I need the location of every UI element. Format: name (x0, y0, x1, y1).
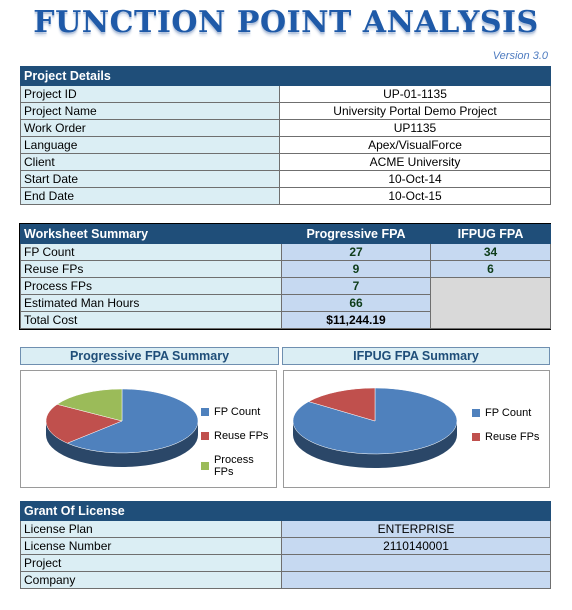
row-label: Start Date (20, 170, 280, 188)
license-project-cell[interactable] (280, 554, 552, 572)
table-row: Work Order UP1135 (20, 119, 551, 137)
row-label: Estimated Man Hours (20, 294, 282, 312)
project-id-cell[interactable]: UP-01-1135 (279, 85, 551, 103)
page-title: FUNCTION POINT ANALYSIS (33, 5, 539, 40)
license-company-cell[interactable] (280, 571, 552, 589)
process-fps-progressive: 7 (281, 277, 431, 295)
legend-label: FP Count (485, 407, 532, 419)
table-row: License Number 2110140001 (20, 537, 552, 555)
table-row: Company (20, 571, 552, 589)
table-row: FP Count 27 34 (20, 243, 551, 261)
legend-swatch (201, 432, 209, 440)
version-label: Version 3.0 (492, 50, 548, 62)
ifpug-summary-title: IFPUG FPA Summary (282, 347, 550, 365)
ifpug-legend: FP Count Reuse FPs (472, 407, 539, 455)
pie-slice-process-fps (56, 388, 123, 422)
ifpug-empty-cell (430, 277, 551, 329)
legend-item: FP Count (201, 406, 276, 418)
table-row: Project ID UP-01-1135 (20, 85, 551, 103)
legend-swatch (472, 433, 480, 441)
pie-slice-fp-count (66, 388, 199, 454)
pie-side (46, 421, 198, 467)
license-heading: Grant Of License (19, 501, 552, 521)
reuse-fps-progressive: 9 (281, 260, 431, 278)
ifpug-fpa-column-header: IFPUG FPA (430, 224, 551, 244)
row-label: License Number (20, 537, 282, 555)
project-name-cell[interactable]: University Portal Demo Project (279, 102, 551, 120)
row-label: License Plan (20, 520, 282, 538)
table-row: Reuse FPs 9 6 (20, 260, 551, 278)
progressive-fpa-column-header: Progressive FPA (281, 224, 431, 244)
table-row: Start Date 10-Oct-14 (20, 170, 551, 188)
row-label: Company (20, 571, 282, 589)
row-label: Work Order (20, 119, 280, 137)
row-label: End Date (20, 187, 280, 205)
legend-label: Reuse FPs (214, 430, 269, 442)
table-row: Total Cost $11,244.19 (20, 311, 551, 329)
ifpug-chart-box: FP Count Reuse FPs (283, 370, 550, 488)
legend-swatch (201, 408, 209, 416)
legend-item: Process FPs (201, 454, 276, 478)
table-row: Language Apex/VisualForce (20, 136, 551, 154)
worksheet-summary-table: Worksheet Summary Progressive FPA IFPUG … (20, 224, 551, 329)
client-cell[interactable]: ACME University (279, 153, 551, 171)
legend-item: Reuse FPs (472, 431, 539, 443)
legend-label: Process FPs (213, 454, 254, 478)
project-details-heading: Project Details (20, 66, 551, 86)
man-hours-progressive: 66 (281, 294, 431, 312)
license-number-cell[interactable]: 2110140001 (280, 537, 552, 555)
fp-count-progressive: 27 (281, 243, 431, 261)
pie-slice-reuse-fps (308, 387, 376, 422)
table-row: End Date 10-Oct-15 (20, 187, 551, 205)
legend-swatch (201, 462, 209, 470)
progressive-summary-title: Progressive FPA Summary (20, 347, 279, 365)
work-order-cell[interactable]: UP1135 (279, 119, 551, 137)
legend-item: Reuse FPs (201, 430, 276, 442)
row-label: Project (20, 554, 282, 572)
table-row: License Plan ENTERPRISE (20, 520, 552, 538)
fp-count-ifpug: 34 (430, 243, 551, 261)
table-row: Process FPs 7 (20, 277, 551, 329)
table-row: Project Name University Portal Demo Proje… (20, 102, 551, 120)
license-table: Grant Of License License Plan ENTERPRISE … (19, 501, 552, 589)
row-label: Project ID (20, 85, 280, 103)
row-label: Process FPs (20, 277, 282, 295)
row-label: Project Name (20, 102, 280, 120)
progressive-chart-box: FP Count Reuse FPs Process FPs (20, 370, 277, 488)
table-row: Client ACME University (20, 153, 551, 171)
row-label: Client (20, 153, 280, 171)
row-label: Total Cost (20, 311, 282, 329)
project-details-table: Project Details Project ID UP-01-1135 Pro… (20, 66, 551, 205)
license-plan-cell[interactable]: ENTERPRISE (280, 520, 552, 538)
progressive-pie-chart (45, 388, 199, 467)
worksheet-summary-heading: Worksheet Summary (20, 224, 282, 244)
pie-slice-reuse-fps (45, 404, 123, 444)
language-cell[interactable]: Apex/VisualForce (279, 136, 551, 154)
pie-side (293, 421, 457, 468)
ifpug-pie-chart (292, 387, 458, 468)
legend-label: Reuse FPs (485, 431, 540, 443)
reuse-fps-ifpug: 6 (430, 260, 551, 278)
legend-label: FP Count (214, 406, 261, 418)
legend-item: FP Count (472, 407, 539, 419)
start-date-cell[interactable]: 10-Oct-14 (279, 170, 551, 188)
progressive-legend: FP Count Reuse FPs Process FPs (201, 406, 276, 490)
table-row: Project (20, 554, 552, 572)
total-cost-progressive: $11,244.19 (281, 311, 431, 329)
row-label: Reuse FPs (20, 260, 282, 278)
end-date-cell[interactable]: 10-Oct-15 (279, 187, 551, 205)
row-label: FP Count (20, 243, 282, 261)
row-label: Language (20, 136, 280, 154)
legend-swatch (472, 409, 480, 417)
